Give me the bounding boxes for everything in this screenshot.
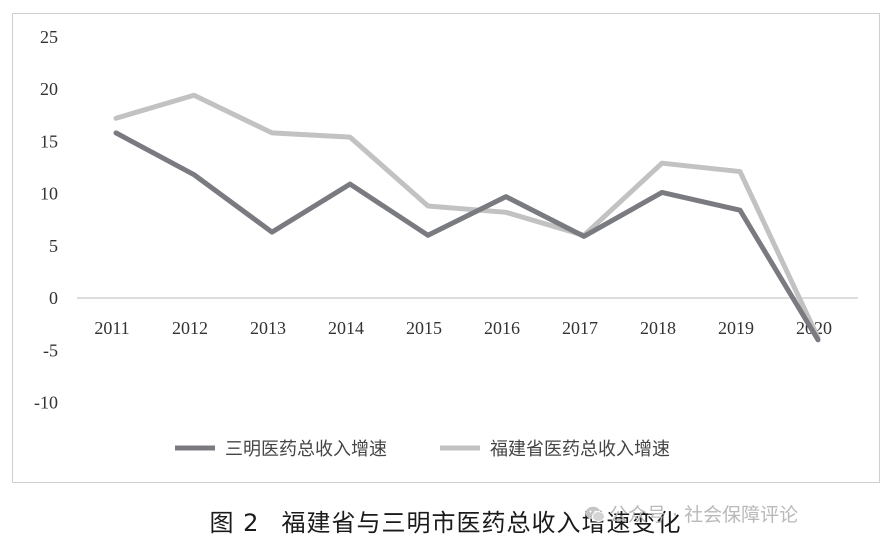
y-tick-label: -10: [34, 393, 58, 413]
x-tick-label: 2014: [328, 318, 364, 338]
x-tick-label: 2018: [640, 318, 676, 338]
series-line-2: [113, 92, 821, 341]
y-tick-label: -5: [43, 340, 58, 360]
series-line-1: [113, 130, 821, 343]
x-tick-label: 2012: [172, 318, 208, 338]
figure-caption: 图 2 福建省与三明市医药总收入增速变化: [0, 503, 891, 538]
wechat-icon: [585, 506, 605, 522]
y-tick-label: 25: [40, 27, 58, 47]
x-tick-label: 2013: [250, 318, 286, 338]
legend-label-1: 三明医药总收入增速: [225, 439, 387, 460]
x-tick-label: 2015: [406, 318, 442, 338]
y-tick-label: 5: [49, 236, 58, 256]
y-tick-label: 20: [40, 79, 58, 99]
y-tick-label: 10: [40, 184, 58, 204]
x-tick-label: 2017: [562, 318, 598, 338]
figure-title: 福建省与三明市医药总收入增速变化: [281, 509, 682, 537]
y-tick-label: 15: [40, 131, 58, 151]
legend-label-2: 福建省医药总收入增速: [490, 439, 670, 460]
watermark: 公众号 · 社会保障评论: [585, 500, 798, 527]
watermark-text: 公众号 · 社会保障评论: [609, 504, 799, 526]
figure-number: 图 2: [209, 509, 260, 537]
y-tick-label: 0: [49, 288, 58, 308]
x-tick-label: 2019: [718, 318, 754, 338]
x-tick-label: 2011: [94, 318, 129, 338]
x-tick-label: 2016: [484, 318, 520, 338]
chart-frame: [12, 13, 880, 483]
